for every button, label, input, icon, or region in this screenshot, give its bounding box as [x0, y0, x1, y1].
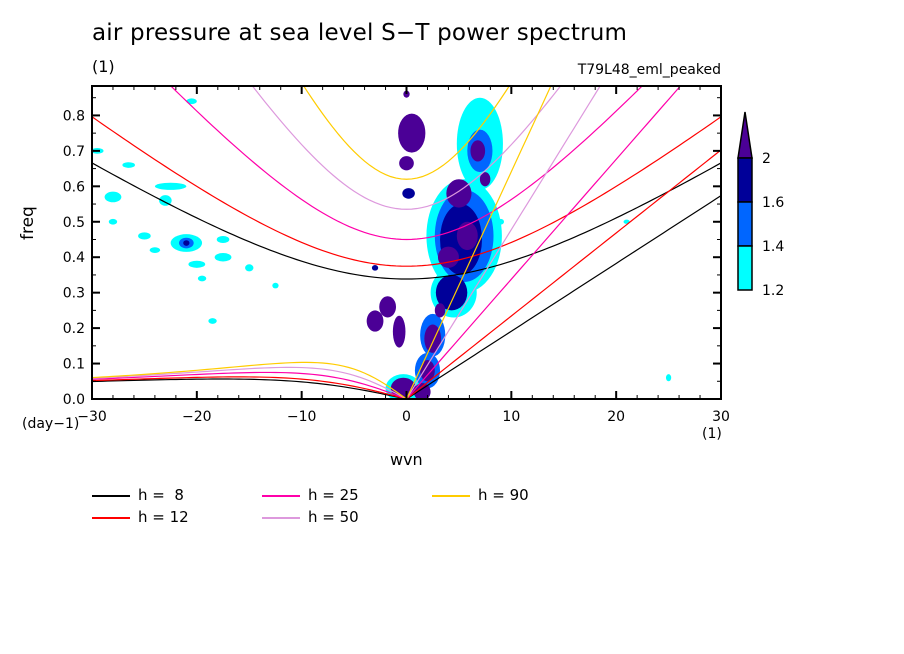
colorbar-label: 1.6	[762, 195, 784, 211]
eig-curve-h90	[303, 86, 510, 180]
colorbar-extend-triangle	[737, 111, 753, 159]
contour-blob-13	[479, 172, 491, 187]
y-tick-label: 0.1	[63, 357, 85, 373]
contour-blob-23	[413, 383, 431, 399]
contour-blob-29	[183, 240, 190, 246]
colorbar-label: 1.2	[762, 283, 784, 299]
colorbar: 2 1.6 1.4 1.2	[737, 111, 784, 299]
x-tick-label: −10	[287, 409, 317, 425]
contour-blob-24	[366, 310, 384, 332]
colorbar-segment	[737, 201, 753, 247]
x-tick-label: 0	[402, 409, 411, 425]
er-curve-h25	[92, 371, 407, 399]
legend-label-h90: h = 90	[478, 486, 529, 504]
run-label: T79L48_eml_peaked	[577, 62, 721, 78]
contour-blob-1	[399, 156, 414, 171]
x-tick-label: 10	[502, 409, 520, 425]
dispersion-curves	[92, 86, 721, 399]
contour-blob-34	[154, 182, 187, 190]
contour-blob-2	[402, 188, 415, 199]
eig-curve-h50	[251, 86, 562, 210]
legend-label-h50: h = 50	[308, 508, 359, 526]
contour-blob-37	[108, 218, 118, 225]
legend-swatch-h50	[262, 517, 300, 519]
eig-curve-h8	[92, 162, 721, 280]
contour-blob-38	[197, 275, 207, 282]
contour-blob-32	[104, 191, 122, 203]
contour-blob-43	[272, 282, 279, 289]
kelvin-curve-h8	[406, 195, 721, 399]
x-axis-unit: (1)	[702, 426, 722, 442]
legend-label-h12: h = 12	[138, 508, 189, 526]
kelvin-curve-h12	[406, 149, 721, 399]
contour-blob-47	[497, 218, 504, 225]
kelvin-curve-h25	[406, 86, 682, 399]
contour-blob-33	[159, 195, 172, 206]
units-label: (1)	[92, 57, 115, 76]
contour-blob-7	[456, 221, 478, 251]
contour-blob-20	[420, 360, 435, 382]
contour-blob-40	[245, 264, 254, 272]
contour-blob-42	[214, 252, 232, 262]
legend-label-h25: h = 25	[308, 486, 359, 504]
legend-swatch-h12	[92, 517, 130, 519]
contour-blob-45	[371, 265, 379, 271]
kelvin-curve-h50	[405, 86, 601, 399]
colorbar-segment	[737, 245, 753, 291]
contour-blob-26	[392, 315, 406, 348]
axis-ticks: −30 −20 −10 0 10 20 30 0.0 0.1 0.2 0.3 0.4 0.5 0.6 0.7…	[63, 86, 730, 425]
contour-blob-30	[208, 318, 217, 324]
er-curve-h12	[92, 376, 407, 399]
y-tick-label: 0.5	[63, 215, 85, 231]
y-tick-label: 0.2	[63, 321, 85, 337]
colorbar-segment	[737, 157, 753, 203]
colorbar-label: 1.4	[762, 239, 784, 255]
colorbar-label: 2	[762, 151, 771, 167]
contour-blob-11	[470, 140, 486, 162]
x-tick-label: −20	[182, 409, 212, 425]
eig-curve-h25	[170, 86, 643, 241]
eig-curve-h12	[92, 116, 721, 267]
y-tick-label: 0.3	[63, 286, 85, 302]
x-tick-label: 20	[607, 409, 625, 425]
legend-swatch-h25	[262, 495, 300, 497]
kelvin-curve-h90	[405, 86, 552, 399]
contour-blob-46	[186, 98, 197, 105]
legend-label-h8: h = 8	[138, 486, 184, 504]
contour-blob-12	[446, 179, 472, 208]
y-tick-label: 0.6	[63, 179, 85, 195]
contour-blob-25	[379, 296, 397, 318]
y-tick-label: 0.4	[63, 250, 85, 266]
x-axis-label: wvn	[390, 450, 423, 469]
er-curve-h8	[92, 378, 407, 399]
contour-blob-35	[122, 162, 135, 168]
contour-blob-16	[434, 303, 446, 318]
contour-blob-39	[216, 235, 230, 244]
x-tick-label: 30	[712, 409, 730, 425]
y-axis-unit: (day−1)	[22, 416, 80, 432]
contour-blob-31	[138, 232, 151, 240]
y-tick-label: 0.0	[63, 392, 85, 408]
er-curve-h50	[92, 366, 407, 399]
legend-swatch-h8	[92, 495, 130, 497]
chart-title: air pressure at sea level S−T power spec…	[92, 20, 628, 46]
contour-blob-3	[403, 90, 410, 98]
contour-blob-49	[665, 374, 672, 382]
er-curve-h90	[92, 361, 407, 399]
contour-fills	[92, 90, 672, 399]
contour-blob-8	[437, 246, 459, 268]
legend-swatch-h90	[432, 495, 470, 497]
y-tick-label: 0.8	[63, 108, 85, 124]
contour-blob-44	[149, 247, 161, 253]
contour-blob-0	[398, 113, 426, 153]
x-tick-label: −30	[77, 409, 107, 425]
y-tick-label: 0.7	[63, 144, 85, 160]
contour-blob-41	[188, 260, 206, 268]
